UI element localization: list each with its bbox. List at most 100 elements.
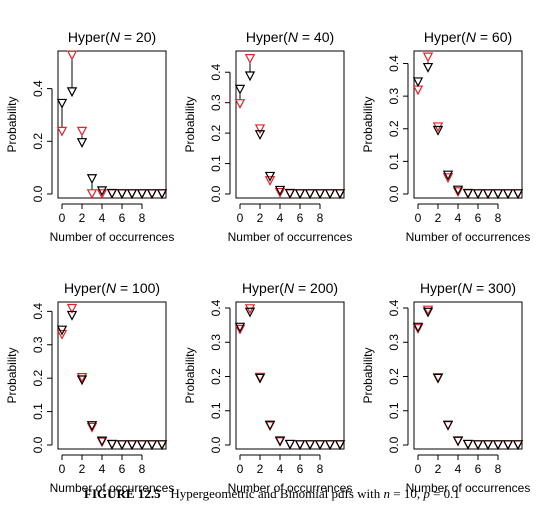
y-tick-label: 0.1 — [209, 155, 223, 172]
binomial-point — [66, 50, 78, 61]
hypergeometric-point — [334, 189, 346, 200]
x-tick-label: 4 — [99, 462, 106, 476]
binomial-point — [86, 189, 98, 200]
y-tick-label: 0.3 — [209, 334, 223, 351]
x-tick-label: 6 — [119, 211, 126, 225]
hypergeometric-point — [106, 439, 118, 450]
hypergeometric-point — [502, 440, 514, 451]
hypergeometric-point — [136, 440, 148, 451]
y-axis-label: Probability — [183, 96, 197, 152]
y-tick-label: 0.4 — [209, 64, 223, 81]
y-tick-label: 0.2 — [387, 120, 401, 137]
caption-p-symbol: p — [423, 486, 430, 501]
hypergeometric-point — [334, 440, 346, 451]
caption-label: FIGURE 12.5 — [84, 486, 161, 501]
hypergeometric-point — [442, 420, 454, 431]
chart-title: Hyper(N = 60) — [424, 29, 512, 45]
chart-title: Hyper(N = 20) — [68, 29, 156, 45]
y-tick-label: 0.2 — [209, 368, 223, 385]
binomial-point — [234, 99, 246, 109]
chart-title-variable: N — [466, 29, 477, 45]
binomial-point — [422, 52, 434, 63]
x-tick-label: 8 — [495, 211, 502, 225]
y-tick-label: 0.4 — [31, 303, 45, 320]
chart-title: Hyper(N = 40) — [246, 29, 334, 45]
binomial-point — [66, 303, 78, 314]
y-tick-label: 0.3 — [31, 336, 45, 353]
chart-title-prefix: Hyper( — [68, 29, 110, 45]
x-tick-label: 4 — [455, 462, 462, 476]
hypergeometric-point — [462, 439, 474, 450]
plot-frame — [235, 301, 345, 450]
y-tick-label: 0.0 — [209, 185, 223, 202]
x-tick-label: 0 — [59, 462, 66, 476]
hypergeometric-point — [264, 420, 276, 431]
chart-panel-1: Hyper(N = 20) 0 2 4 6 8 Number of occurrences 0… — [5, 29, 174, 244]
y-tick-label: 0.0 — [31, 185, 45, 202]
x-tick-label: 2 — [257, 211, 264, 225]
chart-title-prefix: Hyper( — [246, 29, 288, 45]
x-tick-label: 2 — [257, 462, 264, 476]
hypergeometric-point — [56, 98, 68, 109]
y-axis-label: Probability — [183, 347, 197, 403]
y-tick-label: 0.1 — [31, 403, 45, 420]
caption-n-value: = 10, — [390, 486, 424, 501]
hypergeometric-point — [156, 440, 168, 451]
y-tick-label: 0.2 — [209, 124, 223, 141]
y-tick-label: 0.0 — [387, 436, 401, 453]
hypergeometric-point — [76, 375, 88, 386]
binomial-point — [244, 54, 256, 64]
hypergeometric-point — [244, 307, 256, 318]
x-tick-label: 6 — [297, 211, 304, 225]
hypergeometric-point — [492, 189, 504, 200]
y-tick-label: 0.0 — [209, 436, 223, 453]
hypergeometric-point — [314, 440, 326, 451]
hypergeometric-point — [442, 170, 454, 181]
hypergeometric-point — [472, 440, 484, 451]
x-axis-label: Number of occurrences — [50, 481, 175, 495]
y-tick-label: 0.0 — [31, 436, 45, 453]
x-tick-label: 0 — [59, 211, 66, 225]
hypergeometric-point — [422, 62, 434, 73]
hypergeometric-point — [492, 440, 504, 451]
y-axis-label: Probability — [5, 347, 19, 403]
y-tick-label: 0.4 — [209, 299, 223, 316]
hypergeometric-point — [294, 189, 306, 200]
hypergeometric-point — [254, 130, 266, 141]
y-tick-label: 0.1 — [209, 402, 223, 419]
hypergeometric-point — [274, 185, 286, 196]
chart-title-suffix: = 60) — [476, 29, 512, 45]
x-tick-label: 4 — [455, 211, 462, 225]
plot-frame — [413, 50, 523, 199]
binomial-point — [56, 329, 68, 340]
hypergeometric-point — [314, 189, 326, 200]
plot-frame — [57, 50, 167, 199]
chart-title: Hyper(N = 200) — [242, 280, 338, 296]
hypergeometric-point — [126, 189, 138, 200]
y-axis-label: Probability — [361, 347, 375, 403]
x-tick-label: 2 — [435, 211, 442, 225]
x-tick-label: 0 — [237, 462, 244, 476]
chart-title-variable: N — [284, 280, 295, 296]
chart-title-prefix: Hyper( — [420, 280, 462, 296]
chart-title-suffix: = 20) — [120, 29, 156, 45]
x-axis-label: Number of occurrences — [50, 230, 175, 244]
hypergeometric-point — [472, 189, 484, 200]
x-tick-label: 8 — [317, 462, 324, 476]
hypergeometric-point — [234, 84, 246, 95]
chart-title: Hyper(N = 300) — [420, 280, 516, 296]
hypergeometric-point — [126, 440, 138, 451]
y-axis-label: Probability — [5, 96, 19, 152]
x-tick-label: 8 — [139, 211, 146, 225]
x-tick-label: 4 — [277, 462, 284, 476]
plot-frame — [235, 50, 345, 199]
hypergeometric-point — [452, 436, 464, 447]
hypergeometric-point — [254, 373, 266, 384]
hypergeometric-point — [116, 440, 128, 451]
x-tick-label: 0 — [415, 211, 422, 225]
hypergeometric-point — [462, 188, 474, 199]
hypergeometric-point — [512, 189, 524, 200]
hypergeometric-point — [482, 440, 494, 451]
hypergeometric-point — [244, 71, 256, 82]
y-tick-label: 0.1 — [387, 402, 401, 419]
